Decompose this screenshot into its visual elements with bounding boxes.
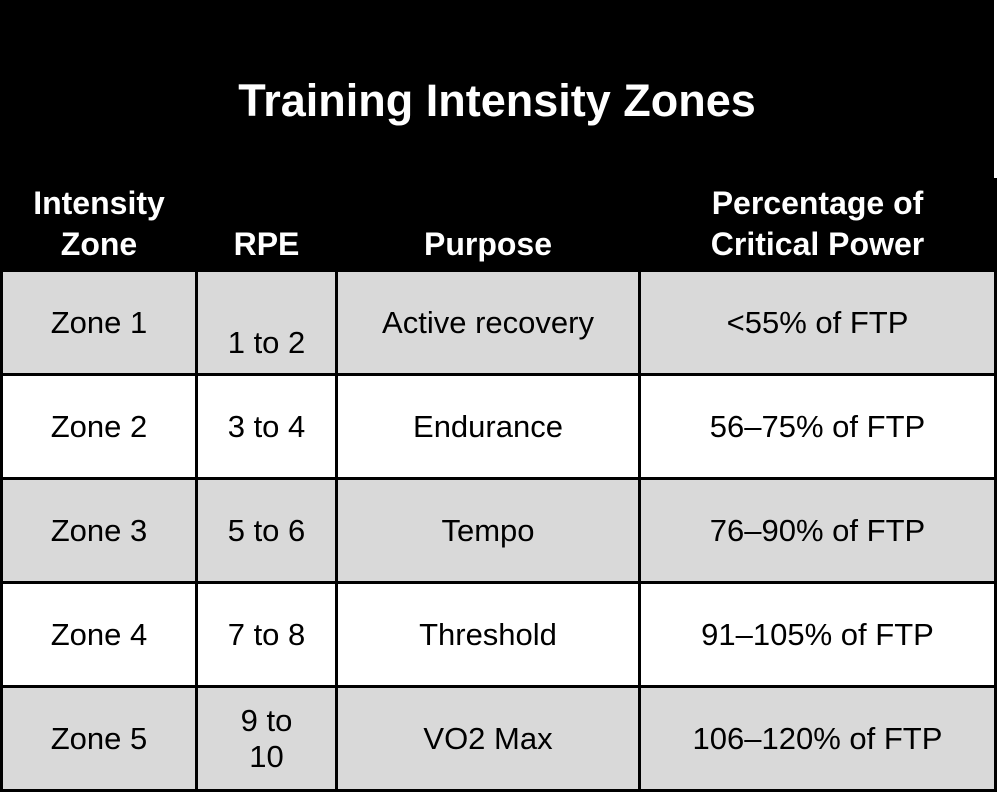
cell-rpe: 1 to 2	[195, 269, 338, 376]
cell-zone: Zone 5	[0, 685, 198, 792]
column-header-intensity-zone: Intensity Zone	[0, 178, 198, 272]
table-row-zone-4: Zone 4 7 to 8 Threshold 91–105% of FTP	[0, 581, 997, 688]
cell-percentage: 56–75% of FTP	[638, 373, 997, 480]
cell-rpe: 5 to 6	[195, 477, 338, 584]
cell-percentage: <55% of FTP	[638, 269, 997, 376]
column-header-percentage: Percentage of Critical Power	[638, 178, 997, 272]
cell-purpose: Threshold	[335, 581, 641, 688]
cell-purpose: Tempo	[335, 477, 641, 584]
training-zones-table: Intensity Zone RPE Purpose Percentage of…	[0, 178, 997, 792]
column-header-rpe: RPE	[195, 178, 338, 272]
cell-percentage: 91–105% of FTP	[638, 581, 997, 688]
table-row-zone-3: Zone 3 5 to 6 Tempo 76–90% of FTP	[0, 477, 997, 584]
cell-rpe-text: 1 to 2	[227, 324, 306, 360]
column-header-purpose: Purpose	[335, 178, 641, 272]
cell-rpe: 7 to 8	[195, 581, 338, 688]
table-row-zone-5: Zone 5 9 to 10 VO2 Max 106–120% of FTP	[0, 685, 997, 792]
table-header-row: Intensity Zone RPE Purpose Percentage of…	[0, 178, 997, 272]
cell-zone: Zone 2	[0, 373, 198, 480]
cell-zone: Zone 3	[0, 477, 198, 584]
cell-rpe: 9 to 10	[195, 685, 338, 792]
cell-purpose: Active recovery	[335, 269, 641, 376]
table-row-zone-1: Zone 1 1 to 2 Active recovery <55% of FT…	[0, 269, 997, 376]
cell-purpose: VO2 Max	[335, 685, 641, 792]
cell-purpose: Endurance	[335, 373, 641, 480]
cell-zone: Zone 1	[0, 269, 198, 376]
cell-zone: Zone 4	[0, 581, 198, 688]
cell-percentage: 106–120% of FTP	[638, 685, 997, 792]
cell-percentage: 76–90% of FTP	[638, 477, 997, 584]
cell-rpe: 3 to 4	[195, 373, 338, 480]
page-title: Training Intensity Zones	[238, 75, 756, 126]
table-row-zone-2: Zone 2 3 to 4 Endurance 56–75% of FTP	[0, 373, 997, 480]
